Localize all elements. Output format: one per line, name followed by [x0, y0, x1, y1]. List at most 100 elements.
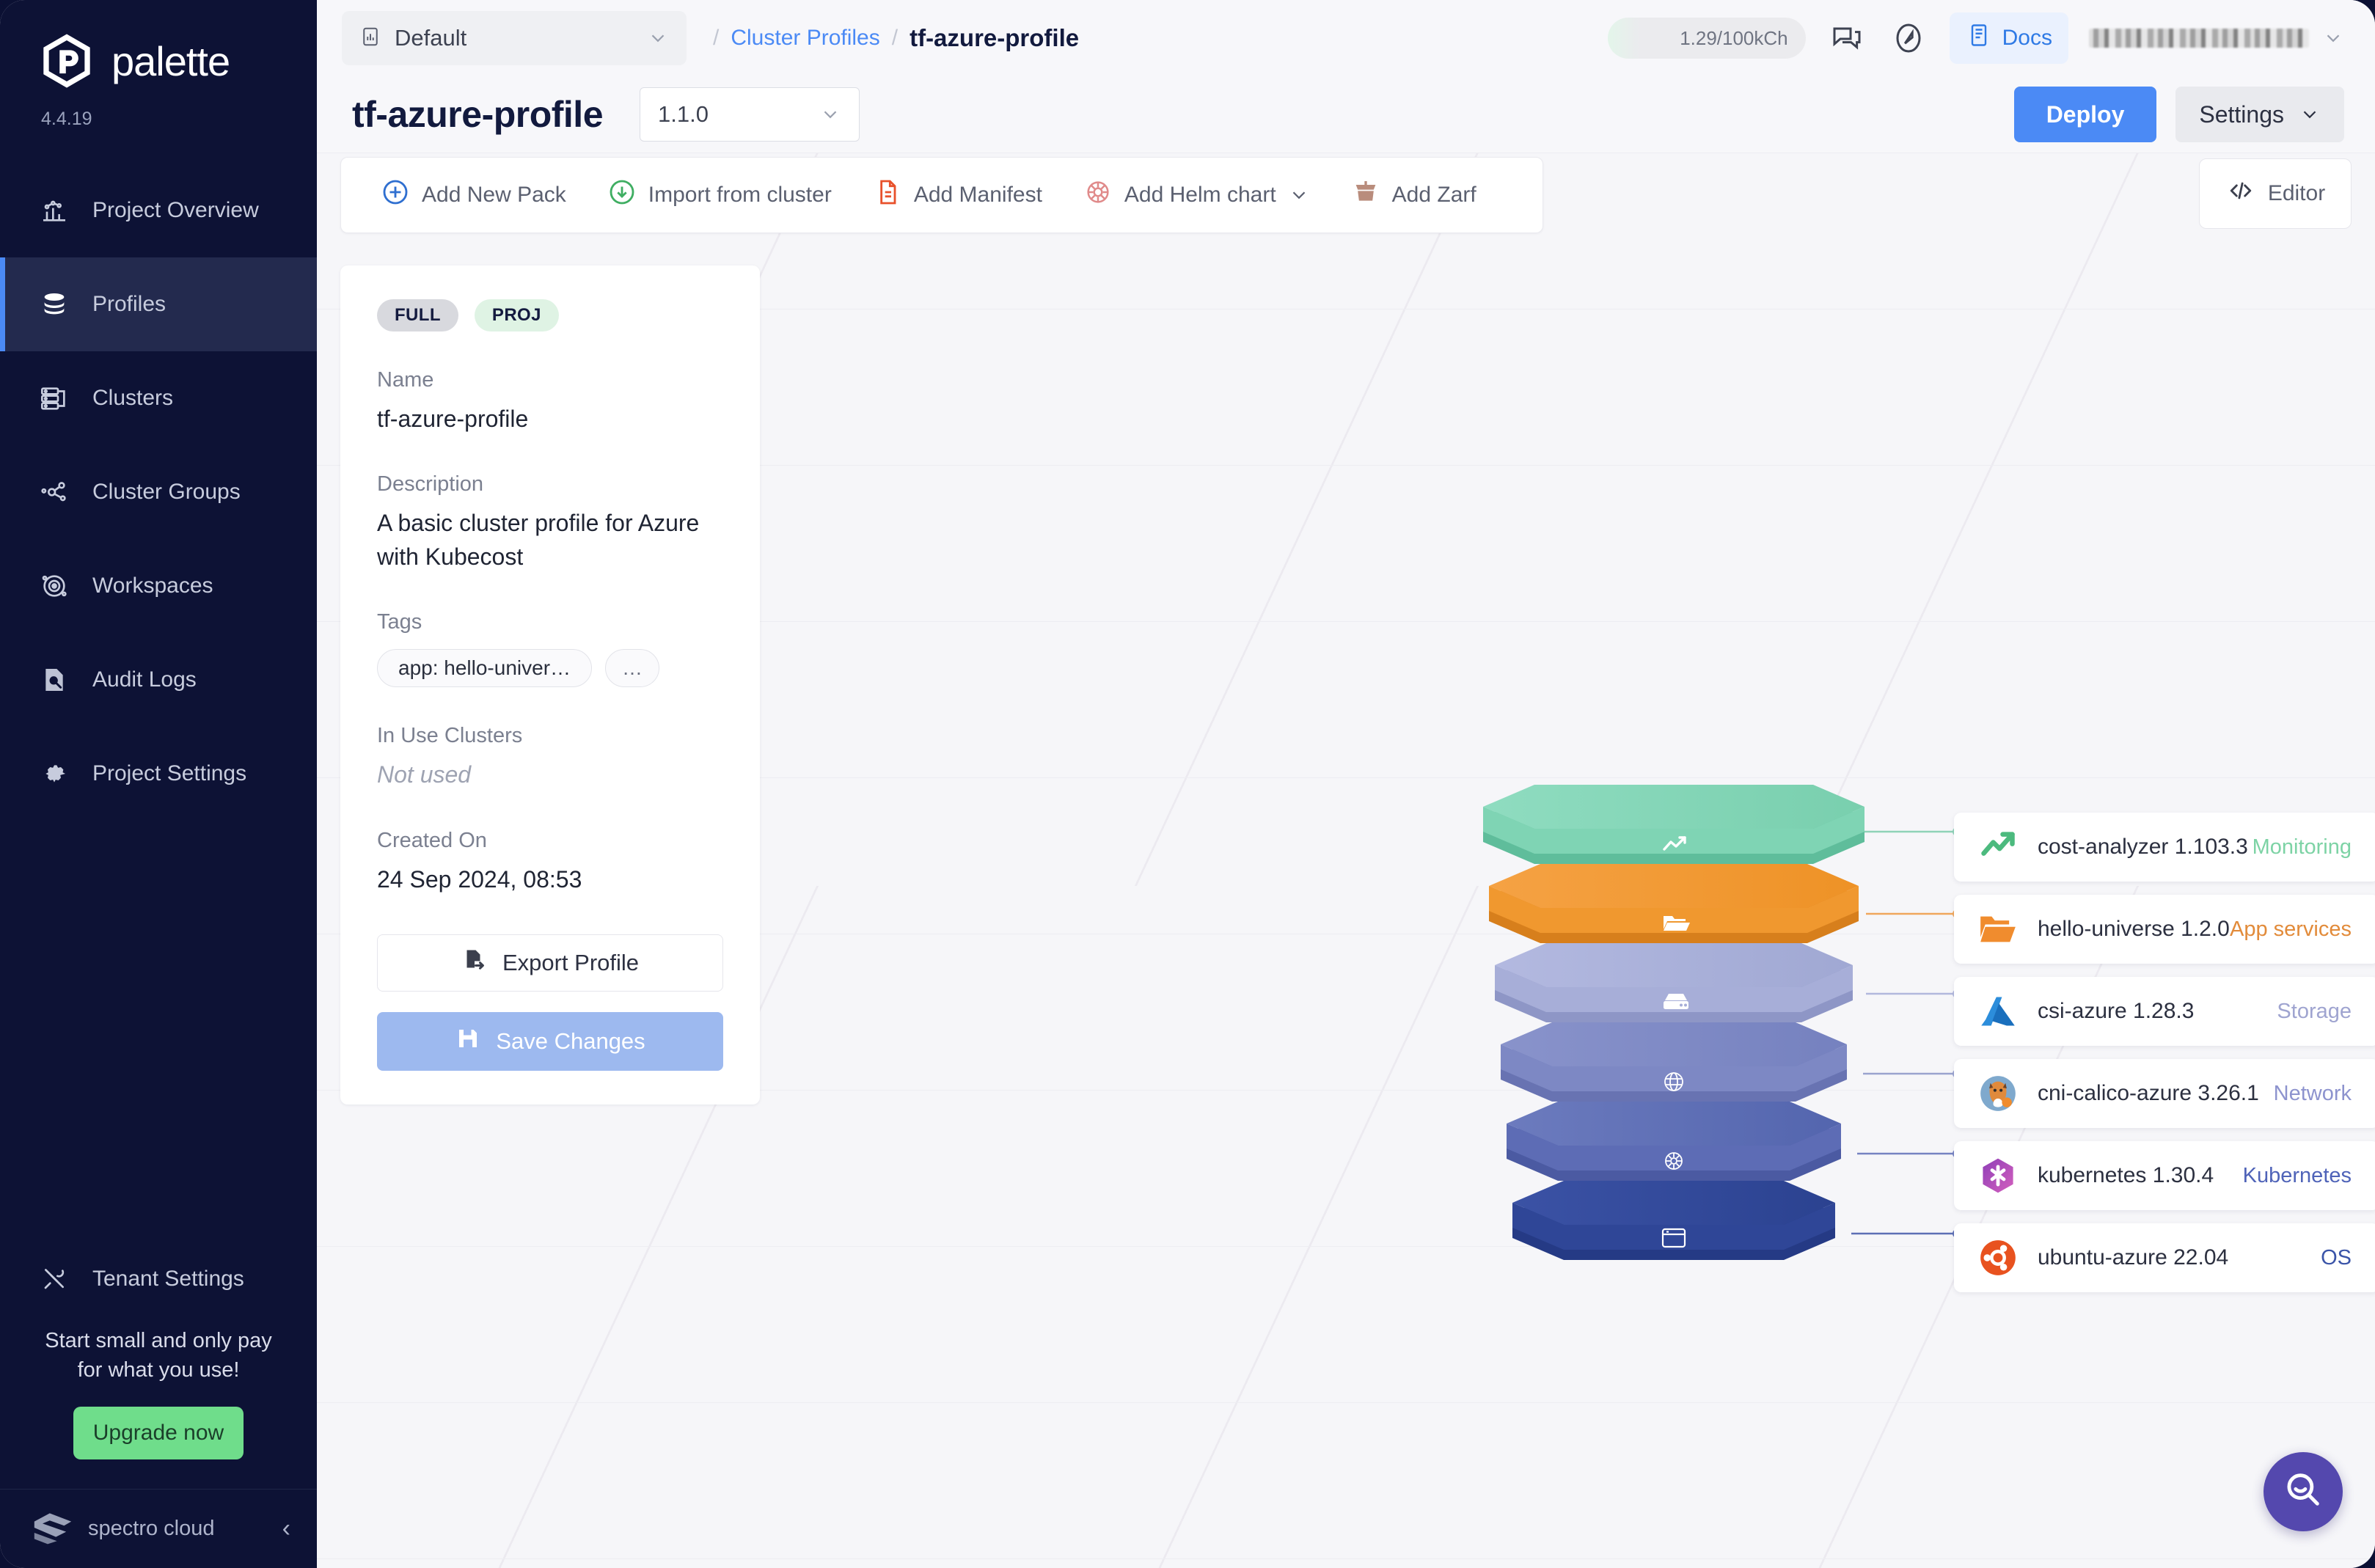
breadcrumb: / Cluster Profiles / tf-azure-profile [713, 24, 1079, 52]
chevron-down-icon [2303, 111, 2316, 119]
sidebar: palette 4.4.19 Project Overview Profiles [0, 0, 317, 1568]
user-name-redacted [2089, 29, 2309, 48]
pack-card-ubuntu-azure[interactable]: ubuntu-azure 22.04 OS [1954, 1223, 2375, 1292]
zarf-icon [1351, 177, 1380, 213]
pack-type: Kubernetes [2242, 1163, 2352, 1187]
pack-list: cost-analyzer 1.103.3 Monitoring hello-u… [1954, 813, 2375, 1305]
export-profile-button[interactable]: Export Profile [377, 934, 723, 992]
page-title-bar: tf-azure-profile 1.1.0 Deploy Settings [317, 76, 2375, 153]
profile-info-card: FULL PROJ Name tf-azure-profile Descript… [340, 265, 760, 1105]
breadcrumb-separator: / [891, 26, 899, 50]
pack-name: ubuntu-azure 22.04 [2038, 1245, 2229, 1270]
save-changes-button[interactable]: Save Changes [377, 1012, 723, 1071]
chat-bubbles-icon[interactable] [1826, 18, 1867, 59]
sidebar-item-workspaces[interactable]: Workspaces [0, 539, 317, 633]
upgrade-now-button[interactable]: Upgrade now [73, 1407, 244, 1459]
in-use-clusters-label: In Use Clusters [377, 724, 523, 748]
sidebar-item-cluster-groups[interactable]: Cluster Groups [0, 445, 317, 539]
sidebar-item-label: Project Overview [92, 198, 259, 222]
breadcrumb-separator-root: / [713, 26, 720, 50]
chevron-left-icon[interactable]: ‹ [282, 1514, 290, 1542]
usage-badge: 1.29/100kCh [1607, 18, 1806, 59]
sidebar-item-audit-logs[interactable]: Audit Logs [0, 633, 317, 727]
page-title: tf-azure-profile [352, 94, 604, 135]
settings-button[interactable]: Settings [2175, 87, 2344, 142]
pack-card-cost-analyzer[interactable]: cost-analyzer 1.103.3 Monitoring [1954, 813, 2375, 882]
add-new-pack-button[interactable]: Add New Pack [360, 158, 587, 232]
code-brackets-icon [2225, 178, 2256, 209]
pack-type: Storage [2277, 999, 2352, 1023]
sidebar-nav: Project Overview Profiles Clusters Clust… [0, 164, 317, 821]
stack-layer-app-services[interactable] [1489, 864, 1859, 943]
profile-badges: FULL PROJ [377, 299, 723, 331]
pack-name: kubernetes 1.30.4 [2038, 1163, 2214, 1187]
tool-label: Import from cluster [648, 183, 832, 207]
stack-layer-storage[interactable] [1495, 943, 1853, 1022]
docs-label: Docs [2002, 26, 2052, 50]
promo-line-1: Start small and only pay [45, 1328, 272, 1352]
add-helm-chart-button[interactable]: Add Helm chart [1063, 158, 1331, 232]
pack-toolbar: Add New Pack Import from cluster Add Man… [340, 157, 1543, 233]
pack-type: Network [2273, 1081, 2352, 1105]
pack-card-kubernetes[interactable]: kubernetes 1.30.4 Kubernetes [1954, 1141, 2375, 1210]
breadcrumb-link-cluster-profiles[interactable]: Cluster Profiles [731, 26, 880, 50]
plus-circle-icon [381, 177, 410, 213]
upgrade-promo: Start small and only pay for what you us… [0, 1326, 317, 1459]
brand-logo[interactable]: palette [0, 0, 317, 89]
tag-overflow[interactable]: … [605, 649, 660, 688]
download-circle-icon [607, 177, 637, 213]
version-selector[interactable]: 1.1.0 [640, 87, 860, 142]
pack-name: cni-calico-azure 3.26.1 [2038, 1081, 2259, 1105]
deploy-button[interactable]: Deploy [2013, 87, 2157, 142]
pack-card-hello-universe[interactable]: hello-universe 1.2.0 App services [1954, 895, 2375, 964]
import-from-cluster-button[interactable]: Import from cluster [587, 158, 852, 232]
promo-line-2: for what you use! [77, 1358, 240, 1382]
tool-label: Add Helm chart [1124, 183, 1276, 207]
server-rack-icon [38, 382, 70, 414]
pack-card-cni-calico-azure[interactable]: cni-calico-azure 3.26.1 Network [1954, 1059, 2375, 1128]
helm-wheel-icon [1083, 177, 1113, 213]
nodes-graph-icon [38, 476, 70, 508]
tool-label: Add Manifest [913, 183, 1042, 207]
docs-button[interactable]: Docs [1949, 12, 2068, 64]
globe-icon [1664, 1072, 1683, 1091]
project-selector[interactable]: Default [342, 11, 687, 65]
azure-icon [1977, 991, 2019, 1032]
editor-button[interactable]: Editor [2199, 158, 2352, 229]
chart-bar-icon [38, 194, 70, 227]
add-zarf-button[interactable]: Add Zarf [1331, 158, 1497, 232]
stack-layer-os[interactable] [1512, 1181, 1835, 1260]
add-manifest-button[interactable]: Add Manifest [852, 158, 1063, 232]
profile-layer-stack [1468, 785, 1879, 1297]
sidebar-item-profiles[interactable]: Profiles [0, 257, 317, 351]
chart-report-icon [359, 26, 381, 51]
title-actions: Deploy Settings [2013, 87, 2344, 142]
brand-name: palette [111, 37, 230, 84]
stack-layer-network[interactable] [1501, 1022, 1847, 1102]
folder-open-icon [1977, 909, 2019, 950]
compass-icon[interactable] [1888, 18, 1929, 59]
main-area: Default / Cluster Profiles / tf-azure-pr… [317, 0, 2375, 1568]
usage-badge-value: 1.29/100kCh [1680, 26, 1788, 49]
export-file-icon [461, 947, 488, 979]
floppy-disk-icon [455, 1025, 481, 1058]
sidebar-item-label: Project Settings [92, 761, 247, 785]
stack-layer-kubernetes[interactable] [1507, 1102, 1841, 1181]
sidebar-item-clusters[interactable]: Clusters [0, 351, 317, 445]
sidebar-item-project-overview[interactable]: Project Overview [0, 164, 317, 257]
tag-item[interactable]: app: hello-univer… [377, 649, 593, 688]
calico-cat-icon [1977, 1073, 2019, 1114]
sidebar-item-label: Profiles [92, 292, 166, 316]
name-value: tf-azure-profile [377, 406, 529, 432]
pack-card-csi-azure[interactable]: csi-azure 1.28.3 Storage [1954, 977, 2375, 1046]
sidebar-item-tenant-settings[interactable]: Tenant Settings [0, 1232, 317, 1326]
orbit-icon [38, 570, 70, 602]
pack-type: Monitoring [2252, 835, 2352, 859]
user-menu[interactable] [2089, 27, 2344, 49]
pack-name: csi-azure 1.28.3 [2038, 999, 2195, 1023]
pack-type: OS [2321, 1245, 2352, 1270]
sidebar-item-project-settings[interactable]: Project Settings [0, 727, 317, 821]
search-fab-button[interactable] [2264, 1452, 2343, 1531]
palette-logo-icon [38, 32, 95, 89]
stack-layer-monitoring[interactable] [1483, 785, 1864, 864]
